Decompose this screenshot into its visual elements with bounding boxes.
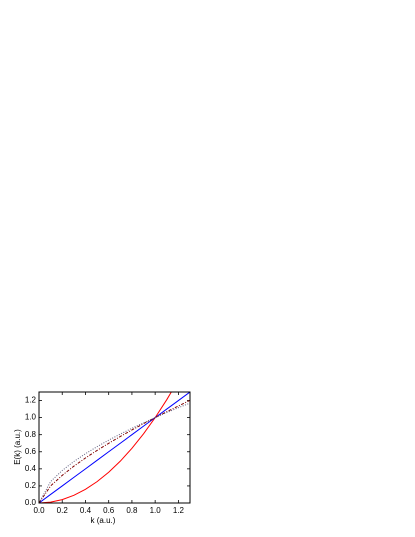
x-tick-label: 1.0 — [150, 506, 162, 515]
y-axis-label: E(k) (a.u.) — [13, 429, 22, 465]
y-tick-label: 0.6 — [25, 447, 37, 456]
y-tick-label: 1.2 — [25, 396, 37, 405]
x-tick-label: 0.8 — [126, 506, 138, 515]
series-line — [39, 392, 172, 503]
plot-frame — [38, 391, 191, 504]
y-tick-label: 1.0 — [25, 413, 37, 422]
x-tick-label: 1.2 — [173, 506, 185, 515]
y-tick-label: 0.0 — [25, 498, 37, 507]
y-tick-label: 0.2 — [25, 481, 37, 490]
series-line — [39, 402, 190, 503]
series-line — [39, 392, 190, 503]
x-tick-label: 0.2 — [57, 506, 69, 515]
x-tick-label: 0.6 — [103, 506, 115, 515]
series-line — [39, 399, 190, 503]
x-tick-label: 0.4 — [80, 506, 92, 515]
x-axis-label: k (a.u.) — [91, 516, 116, 525]
x-tick-label: 0.0 — [33, 506, 45, 515]
y-tick-label: 0.8 — [25, 430, 37, 439]
y-tick-label: 0.4 — [25, 464, 37, 473]
